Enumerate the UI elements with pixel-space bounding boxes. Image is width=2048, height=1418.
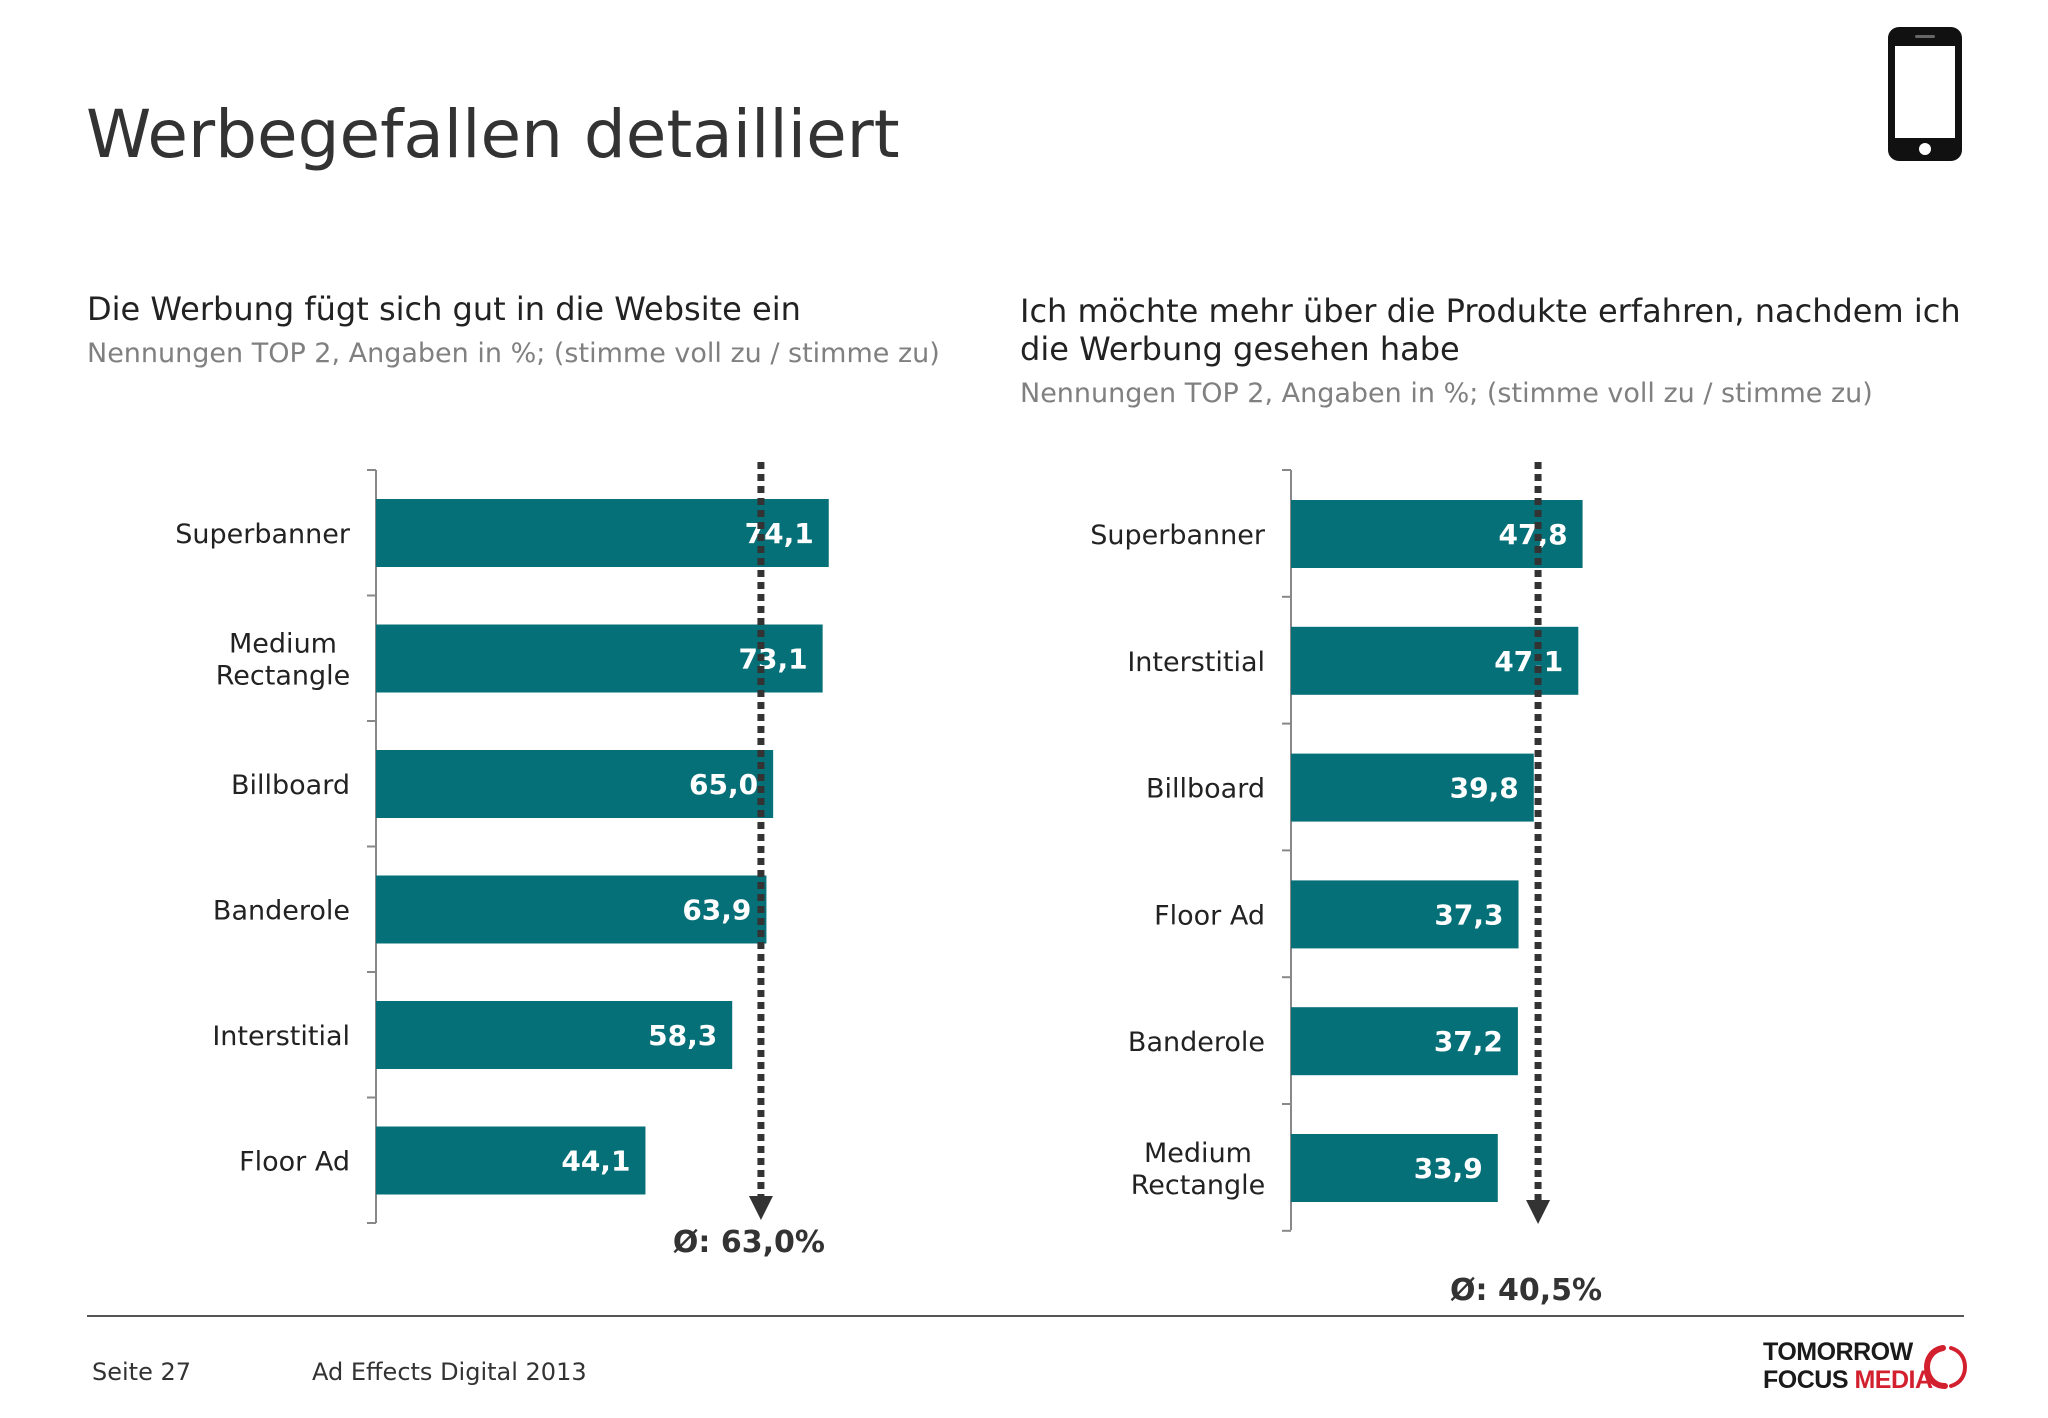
- logo-focus: FOCUS: [1763, 1366, 1849, 1394]
- bar: [376, 1001, 733, 1069]
- average-label: Ø: 63,0%: [673, 1225, 825, 1260]
- footer-divider: [87, 1315, 1964, 1317]
- category-label: Rectangle: [1131, 1170, 1266, 1201]
- bar-value-label: 65,0: [689, 768, 758, 801]
- bar: [376, 750, 774, 818]
- tomorrow-focus-media-logo: TOMORROW FOCUS MEDIA: [1763, 1338, 1968, 1394]
- category-label: Superbanner: [175, 519, 351, 550]
- page-title: Werbegefallen detailliert: [86, 96, 900, 173]
- smartphone-icon: [1885, 24, 1965, 168]
- average-label: Ø: 40,5%: [1450, 1273, 1602, 1308]
- chart-title: Die Werbung fügt sich gut in die Website…: [87, 290, 801, 328]
- bar-value-label: 58,3: [648, 1019, 717, 1052]
- category-label: Floor Ad: [239, 1147, 350, 1178]
- page-number: Seite 27: [92, 1358, 192, 1386]
- category-label: Banderole: [213, 896, 350, 927]
- logo-ring-icon: [1923, 1345, 1968, 1389]
- category-label: Billboard: [1146, 774, 1265, 805]
- bar-value-label: 74,1: [745, 517, 814, 550]
- category-label: Superbanner: [1090, 520, 1266, 551]
- chart-right-header: Ich möchte mehr über die Produkte erfahr…: [1020, 292, 1980, 409]
- bar: [376, 875, 767, 944]
- chart-subtitle: Nennungen TOP 2, Angaben in %; (stimme v…: [87, 338, 940, 369]
- chart-left-header: Die Werbung fügt sich gut in die Website…: [87, 290, 987, 369]
- bar: [376, 1126, 646, 1195]
- bar: [376, 499, 829, 567]
- bar-value-label: 37,3: [1434, 898, 1503, 931]
- bar-value-label: 47,8: [1498, 518, 1567, 551]
- logo-line2: FOCUS MEDIA: [1763, 1366, 1933, 1394]
- bar: [1291, 880, 1519, 949]
- category-label: Medium: [229, 629, 337, 660]
- bar: [1291, 753, 1534, 822]
- chart-subtitle: Nennungen TOP 2, Angaben in %; (stimme v…: [1020, 378, 1873, 409]
- logo-media: MEDIA: [1854, 1366, 1933, 1394]
- bar: [1291, 1134, 1498, 1202]
- category-label: Interstitial: [1127, 647, 1265, 678]
- bar-value-label: 37,2: [1434, 1025, 1503, 1058]
- bar-value-label: 47.1: [1494, 645, 1563, 678]
- average-arrow-icon: [1526, 1200, 1551, 1224]
- bar-value-label: 33,9: [1414, 1152, 1483, 1185]
- category-label: Banderole: [1128, 1027, 1265, 1058]
- category-label: Interstitial: [212, 1021, 350, 1052]
- bar-value-label: 39,8: [1450, 772, 1519, 805]
- chart-title: Ich möchte mehr über die Produkte erfahr…: [1020, 292, 1961, 368]
- study-name: Ad Effects Digital 2013: [312, 1358, 587, 1386]
- bar-value-label: 73,1: [739, 643, 808, 676]
- bar-value-label: 63,9: [682, 894, 751, 927]
- category-label: Medium: [1144, 1138, 1252, 1169]
- category-label: Rectangle: [216, 661, 351, 692]
- bar-chart-want-more-info: 47,8 Superbanner 47.1 Interstitial 39,8 Billb…: [1090, 462, 1602, 1308]
- logo-line1: TOMORROW: [1763, 1338, 1913, 1366]
- bar: [376, 624, 823, 693]
- category-label: Floor Ad: [1154, 900, 1265, 931]
- bar: [1291, 500, 1583, 568]
- average-arrow-icon: [748, 1196, 773, 1220]
- category-label: Billboard: [231, 770, 350, 801]
- bar-value-label: 44,1: [561, 1145, 630, 1178]
- bar: [1291, 626, 1579, 695]
- bar: [1291, 1007, 1518, 1076]
